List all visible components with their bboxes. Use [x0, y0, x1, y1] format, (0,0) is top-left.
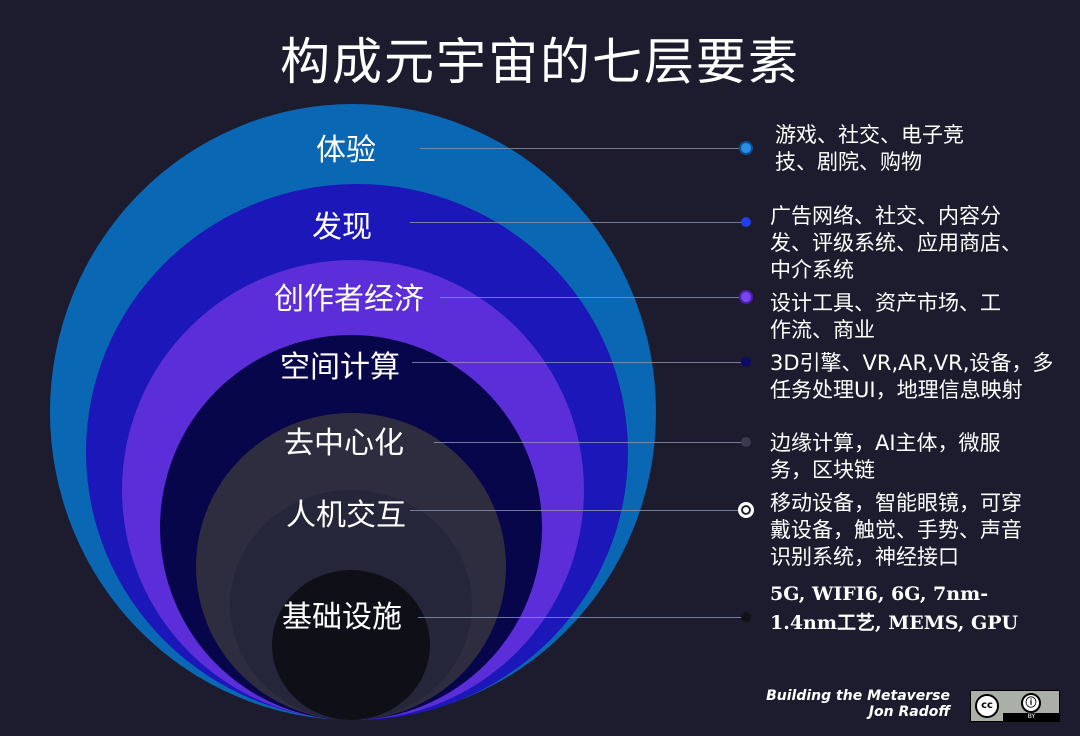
page-title: 构成元宇宙的七层要素 [280, 33, 800, 91]
credit-book-title: Building the Metaverse [766, 688, 950, 704]
endpoint-dot-creator-economy [739, 290, 753, 304]
creative-commons-icon: cc [975, 694, 999, 718]
layer-description-infrastructure: 5G, WIFI6, 6G, 7nm-1.4nm工艺, MEMS, GPU [770, 583, 1019, 634]
layer-description-hci: 移动设备，智能眼镜，可穿戴设备，触觉、手势、声音识别系统，神经接口 [770, 491, 1022, 569]
attribution-credit: Building the Metaverse Jon Radoff [766, 688, 950, 720]
endpoint-dot-spatial-computing [741, 357, 751, 367]
credit-author: Jon Radoff [868, 704, 950, 720]
connector-line-spatial-computing [412, 362, 746, 363]
layer-label-spatial-computing: 空间计算 [280, 350, 400, 385]
layer-label-experience: 体验 [316, 133, 376, 168]
endpoint-dot-discovery [741, 217, 751, 227]
layer-description-experience: 游戏、社交、电子竞技、剧院、购物 [775, 123, 964, 174]
layer-label-discovery: 发现 [312, 210, 372, 245]
connector-line-creator-economy [440, 297, 746, 298]
endpoint-dot-experience [739, 141, 753, 155]
connector-line-infrastructure [418, 617, 746, 618]
layer-description-spatial-computing: 3D引擎、VR,AR,VR,设备，多任务处理UI，地理信息映射 [770, 351, 1054, 402]
connector-line-decentralization [434, 442, 746, 443]
layer-circle-infrastructure [272, 570, 430, 720]
layer-label-decentralization: 去中心化 [284, 426, 404, 461]
layer-description-decentralization: 边缘计算，AI主体，微服务，区块链 [770, 431, 1001, 482]
layer-label-infrastructure: 基础设施 [282, 600, 402, 635]
connector-line-discovery [410, 222, 746, 223]
license-by-label: BY [1003, 713, 1060, 721]
endpoint-dot-decentralization [741, 437, 751, 447]
layer-label-hci: 人机交互 [286, 498, 406, 533]
attribution-person-icon: ⓘ [1021, 693, 1041, 713]
layer-description-creator-economy: 设计工具、资产市场、工作流、商业 [770, 291, 1001, 342]
layer-label-creator-economy: 创作者经济 [274, 282, 424, 317]
connector-line-hci [410, 510, 746, 511]
endpoint-dot-infrastructure [741, 612, 751, 622]
connector-line-experience [420, 148, 746, 149]
layer-description-discovery: 广告网络、社交、内容分发、评级系统、应用商店、中介系统 [770, 204, 1022, 282]
endpoint-dot-hci [738, 502, 754, 518]
cc-by-license-badge: cc ⓘ BY [970, 690, 1060, 722]
